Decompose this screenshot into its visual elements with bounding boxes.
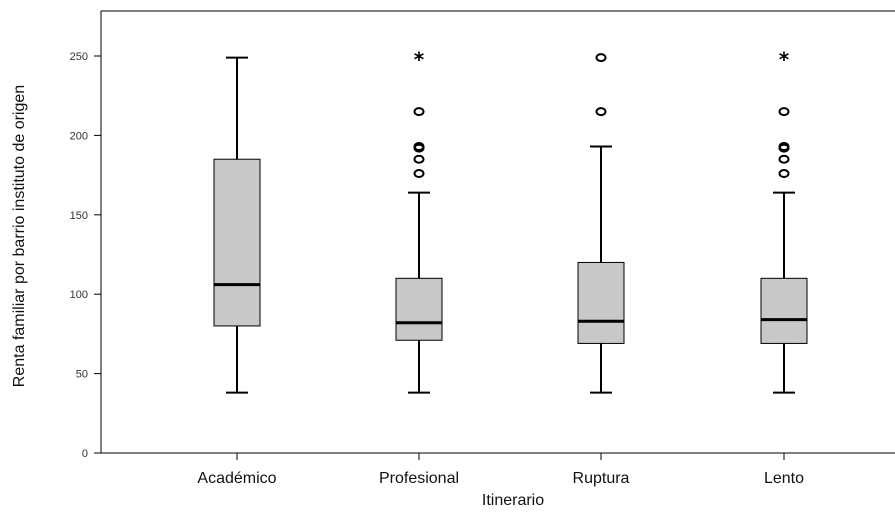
y-tick-label: 150: [70, 210, 88, 222]
box-iqr: [213, 158, 261, 327]
boxes: * *: [213, 48, 808, 394]
outlier-point: [778, 154, 790, 164]
box-iqr: [395, 277, 443, 341]
box-1: [213, 56, 261, 394]
x-tick-label: Lento: [764, 470, 804, 487]
y-tick-label: 0: [82, 448, 88, 460]
box-4: *: [760, 48, 808, 394]
outlier-point: [413, 154, 425, 164]
y-tick-label: 50: [76, 369, 88, 381]
outlier-point: [413, 169, 425, 179]
extreme-point: *: [414, 48, 425, 72]
outlier-point: [413, 107, 425, 117]
outlier-point: [413, 142, 425, 152]
x-axis-title: Itinerario: [482, 492, 544, 509]
x-axis: Académico Profesional Ruptura Lento: [197, 453, 804, 487]
outlier-point: [778, 169, 790, 179]
x-tick-label: Ruptura: [573, 470, 630, 487]
plot-frame: [100, 10, 895, 454]
extreme-point: *: [779, 48, 790, 72]
x-tick-label: Profesional: [379, 470, 459, 487]
outlier-point: [595, 107, 607, 117]
y-axis-title: Renta familiar por barrio instituto de o…: [11, 85, 28, 387]
box-2: *: [395, 48, 443, 394]
box-iqr: [760, 277, 808, 344]
y-tick-label: 100: [70, 289, 88, 301]
outlier-point: [778, 142, 790, 152]
x-tick-label: Académico: [197, 470, 276, 487]
outlier-point: [778, 107, 790, 117]
y-axis: 0 50 100 150 200 250: [70, 51, 101, 460]
y-tick-label: 200: [70, 130, 88, 142]
box-iqr: [577, 261, 625, 344]
box-3: [577, 53, 625, 394]
y-tick-label: 250: [70, 51, 88, 63]
outlier-point: [595, 53, 607, 63]
